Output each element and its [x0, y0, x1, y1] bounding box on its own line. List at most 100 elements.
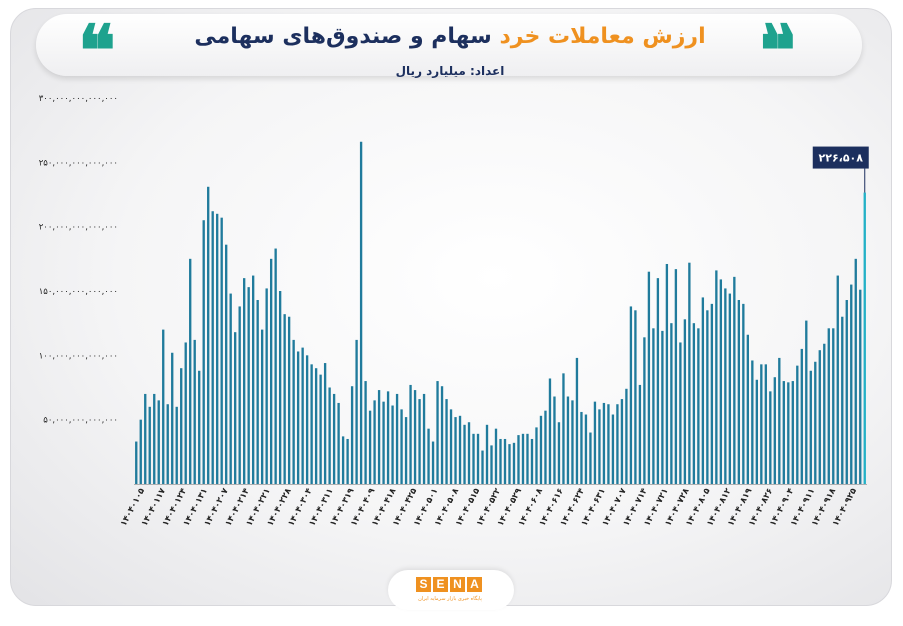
bar — [269, 258, 273, 484]
bar — [431, 441, 435, 484]
bar — [157, 400, 160, 484]
bar — [535, 427, 538, 484]
bar — [755, 379, 758, 484]
title-main: سهام و صندوق‌های سهامی — [194, 24, 492, 49]
bar — [373, 400, 376, 484]
bar — [706, 310, 709, 484]
bar — [859, 289, 862, 484]
bar — [436, 381, 439, 484]
bar — [652, 328, 655, 484]
bar — [701, 297, 705, 484]
bar — [476, 433, 480, 484]
bar — [850, 284, 853, 484]
bar — [175, 406, 178, 484]
title-accent: ارزش معاملات خرد — [499, 24, 706, 49]
bar — [517, 435, 520, 484]
bar — [656, 278, 660, 484]
bar — [544, 410, 547, 484]
bar — [733, 276, 736, 484]
bar — [382, 401, 385, 484]
sena-logo: S E N A — [416, 577, 482, 592]
bar — [180, 368, 183, 484]
bar — [589, 432, 592, 484]
bar — [413, 390, 417, 484]
bar — [409, 384, 412, 484]
bar — [184, 342, 187, 484]
bar — [472, 433, 475, 484]
bar — [256, 300, 259, 484]
bar — [508, 444, 511, 484]
bar — [796, 365, 799, 484]
bar — [832, 328, 835, 484]
bar — [287, 316, 291, 484]
logo-tagline: پایگاه خبری بازار سرمایه ایران — [418, 596, 482, 602]
bar — [683, 319, 687, 484]
logo-letter: A — [467, 577, 482, 592]
title-banner — [36, 14, 862, 76]
bar — [679, 342, 682, 484]
bar — [499, 438, 502, 484]
bar — [341, 436, 345, 484]
bar — [391, 405, 394, 484]
bar — [629, 306, 633, 484]
bar — [332, 393, 336, 484]
bar — [395, 393, 399, 484]
bar — [485, 424, 489, 484]
bar — [530, 438, 534, 484]
quote-mark-left-icon: ❝ — [78, 9, 116, 92]
bar — [863, 192, 866, 484]
bar — [674, 269, 678, 484]
bar — [301, 347, 304, 484]
bar — [458, 415, 462, 484]
bar — [611, 414, 615, 484]
bar — [512, 442, 516, 484]
bar — [503, 438, 507, 484]
bar — [634, 310, 637, 484]
logo-letter: E — [433, 577, 448, 592]
bar — [310, 364, 313, 484]
bar — [724, 288, 727, 484]
bar — [566, 396, 570, 484]
bar — [238, 306, 241, 484]
bar — [234, 332, 237, 484]
bar — [800, 348, 803, 484]
bar — [359, 141, 363, 484]
y-tick-label: ۵۰,۰۰۰,۰۰۰,۰۰۰,۰۰۰ — [43, 416, 118, 426]
bar — [454, 417, 457, 484]
bar — [198, 370, 201, 484]
bar — [144, 393, 147, 484]
bar — [557, 422, 561, 484]
chart-card — [10, 8, 892, 606]
bar — [728, 293, 732, 484]
bar — [189, 258, 192, 484]
bar — [162, 329, 165, 484]
bar — [337, 402, 340, 484]
bar — [688, 262, 691, 484]
bar — [346, 438, 349, 484]
bar — [265, 288, 268, 484]
bar — [818, 350, 821, 484]
bar — [845, 300, 848, 484]
y-tick-label: ۲۰۰,۰۰۰,۰۰۰,۰۰۰,۰۰۰ — [39, 223, 118, 233]
bar — [692, 323, 696, 484]
bar — [791, 381, 794, 484]
bar — [562, 373, 565, 484]
bar — [715, 270, 718, 484]
bar — [323, 363, 327, 484]
bar — [216, 213, 219, 485]
y-tick-label: ۱۵۰,۰۰۰,۰۰۰,۰۰۰,۰۰۰ — [39, 287, 118, 297]
bar — [449, 409, 453, 484]
bar — [607, 404, 610, 484]
bar — [773, 377, 776, 484]
bar — [481, 450, 484, 484]
bar — [252, 275, 255, 484]
unit-label: اعداد: میلیارد ریال — [395, 64, 505, 78]
bar — [153, 393, 156, 484]
bar — [422, 393, 426, 484]
bar — [220, 217, 223, 484]
bar — [211, 211, 214, 485]
bar — [494, 428, 498, 484]
bar — [643, 337, 646, 484]
bar — [769, 391, 772, 484]
